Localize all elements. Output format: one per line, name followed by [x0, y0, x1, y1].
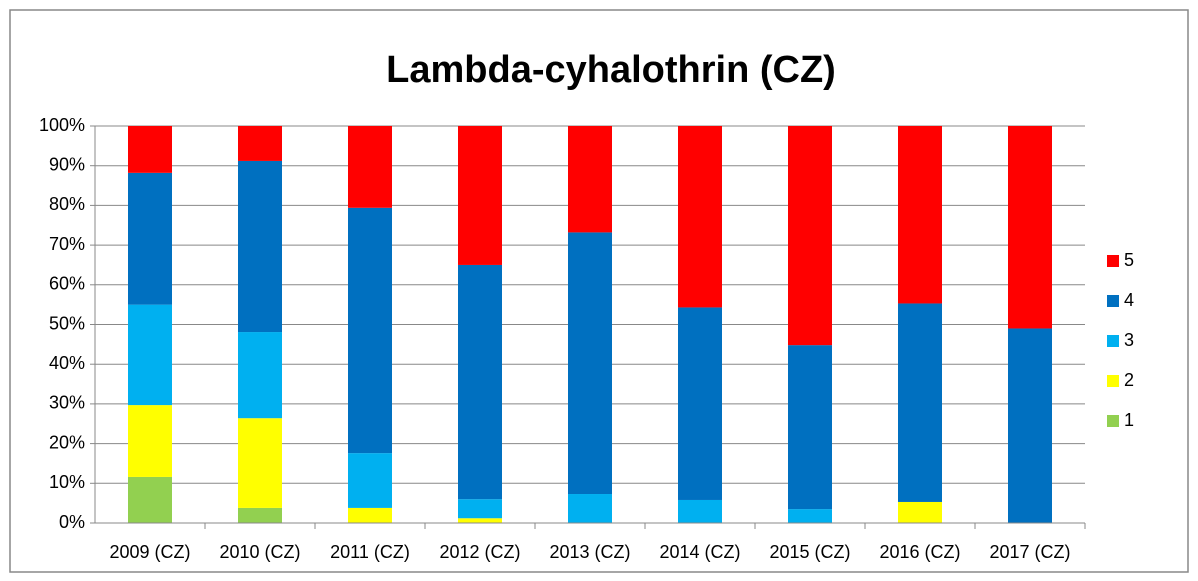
y-tick-label: 40% [49, 353, 85, 373]
bar-segment [128, 126, 172, 173]
bar-segment [458, 264, 502, 500]
y-tick-label: 60% [49, 274, 85, 294]
bar-segment [1008, 328, 1052, 523]
x-tick-label: 2015 (CZ) [769, 542, 850, 562]
bar-segment [128, 172, 172, 305]
legend-label: 2 [1124, 370, 1134, 390]
bar-segment [568, 126, 612, 233]
y-tick-label: 30% [49, 393, 85, 413]
bar-segment [238, 418, 282, 508]
bar-segment [348, 507, 392, 523]
x-tick-label: 2011 (CZ) [330, 542, 410, 562]
bar-segment [238, 507, 282, 523]
bar-segment [898, 126, 942, 304]
bar-segment [128, 304, 172, 406]
y-tick-label: 10% [49, 472, 85, 492]
bar-segment [678, 307, 722, 500]
legend-swatch [1107, 375, 1119, 387]
legend-label: 3 [1124, 330, 1134, 350]
y-tick-label: 80% [49, 194, 85, 214]
legend-label: 4 [1124, 290, 1134, 310]
chart-title: Lambda-cyhalothrin (CZ) [386, 49, 836, 91]
x-tick-label: 2013 (CZ) [549, 542, 630, 562]
y-tick-label: 50% [49, 313, 85, 333]
bar-segment [238, 126, 282, 161]
bar-segment [458, 499, 502, 519]
bar-segment [458, 518, 502, 523]
legend-swatch [1107, 255, 1119, 267]
bar-segment [348, 126, 392, 208]
y-tick-label: 100% [39, 115, 85, 135]
bar-segment [898, 501, 942, 523]
bar-segment [458, 126, 502, 265]
bar-segment [348, 453, 392, 508]
bar-segment [788, 345, 832, 510]
bar-segment [238, 332, 282, 419]
bar-segment [238, 160, 282, 333]
y-tick-label: 0% [59, 512, 85, 532]
x-tick-label: 2017 (CZ) [989, 542, 1070, 562]
bar-segment [678, 126, 722, 308]
y-tick-label: 20% [49, 432, 85, 452]
legend-label: 1 [1124, 410, 1134, 430]
bar-segment [788, 126, 832, 346]
bar-segment [788, 509, 832, 523]
legend-swatch [1107, 295, 1119, 307]
bar-segment [568, 494, 612, 523]
bar-segment [678, 499, 722, 523]
x-tick-label: 2012 (CZ) [439, 542, 520, 562]
bar-segment [348, 207, 392, 454]
bar-segment [898, 303, 942, 502]
x-tick-label: 2016 (CZ) [879, 542, 960, 562]
legend-swatch [1107, 335, 1119, 347]
y-tick-label: 90% [49, 154, 85, 174]
bar-segment [128, 405, 172, 477]
bar-segment [568, 232, 612, 495]
bar-segment [128, 476, 172, 523]
x-tick-label: 2009 (CZ) [109, 542, 190, 562]
bar-segment [1008, 126, 1052, 329]
legend-label: 5 [1124, 250, 1134, 270]
y-tick-label: 70% [49, 234, 85, 254]
x-tick-label: 2010 (CZ) [219, 542, 300, 562]
x-tick-label: 2014 (CZ) [659, 542, 740, 562]
legend-swatch [1107, 415, 1119, 427]
